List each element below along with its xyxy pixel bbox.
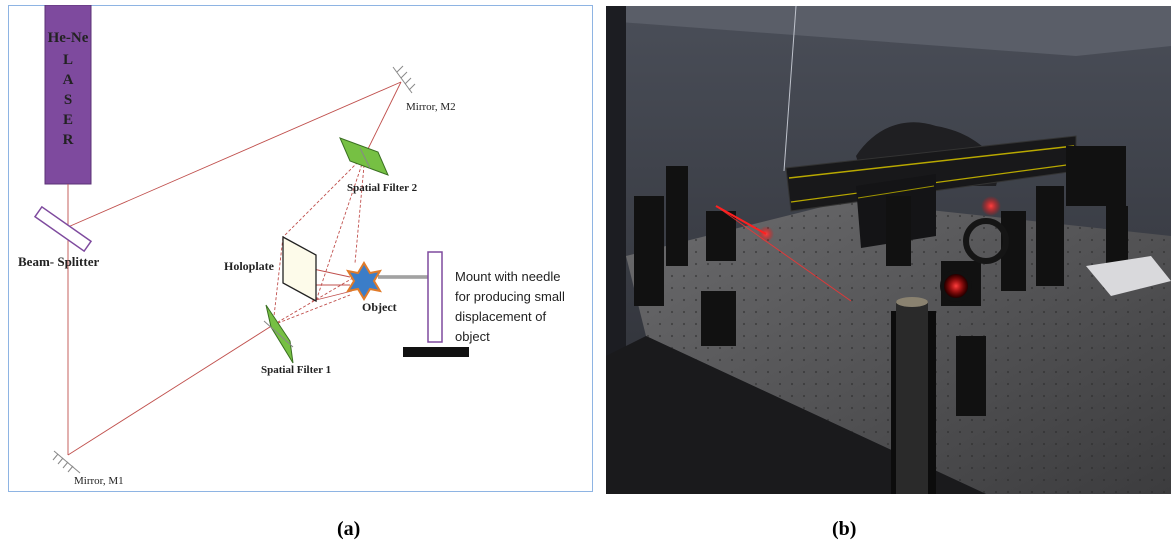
laser-letter-a: A: [63, 72, 74, 88]
laser-letter-r: R: [63, 132, 74, 148]
beam-splitter: [33, 205, 93, 253]
spatial-filter-1-label: Spatial Filter 1: [261, 364, 331, 376]
mirror-m2-label: Mirror, M2: [406, 101, 456, 113]
caption-b: (b): [832, 518, 857, 540]
white-paper: [1086, 256, 1171, 296]
mirror-m1-label: Mirror, M1: [74, 475, 124, 487]
foreground-post: [896, 301, 928, 494]
spatial-filter-2-label: Spatial Filter 2: [347, 182, 418, 194]
mirror-m1: [52, 450, 81, 474]
foreground-post-top: [896, 297, 928, 307]
object-star: [345, 261, 383, 301]
lab-setup-photo: [606, 6, 1171, 494]
mount-label-line-1: Mount with needle: [455, 269, 561, 284]
laser-letter-e: E: [63, 112, 73, 128]
spatial-filter-2-slit: [359, 147, 371, 169]
laser-letter-l: L: [63, 52, 73, 68]
diverging-beams: [272, 154, 366, 326]
mount-label-line-2: for producing small: [455, 289, 565, 304]
object-label: Object: [362, 300, 397, 314]
caption-a: (a): [337, 518, 361, 540]
beam-splitter-label: Beam- Splitter: [18, 254, 99, 269]
holoplate-label: Holoplate: [224, 259, 275, 273]
laser-body: [44, 5, 92, 185]
hanging-cable: [783, 6, 797, 172]
lens-ring-1: [963, 218, 1009, 264]
mount-label-line-4: object: [455, 329, 490, 344]
spatial-filter-1-slit: [263, 320, 294, 348]
laser-glow-1: [944, 274, 968, 298]
laser-glow-2: [981, 196, 1001, 216]
photo-shelf: [606, 6, 1171, 56]
spatial-filter-1: [265, 304, 294, 364]
mount-label-line-3: displacement of: [455, 309, 546, 324]
mount-post: [427, 251, 443, 343]
laser-letter-s: S: [64, 92, 72, 108]
laser-label-top: He-Ne: [48, 30, 89, 46]
laser-beam-photo: [715, 205, 852, 302]
holoplate: [282, 235, 317, 303]
holography-setup-diagram: He-Ne L A S E R Beam- Splitter Mirror, M…: [8, 5, 593, 492]
mirror-m2: [392, 65, 416, 94]
mount-base: [403, 347, 469, 357]
